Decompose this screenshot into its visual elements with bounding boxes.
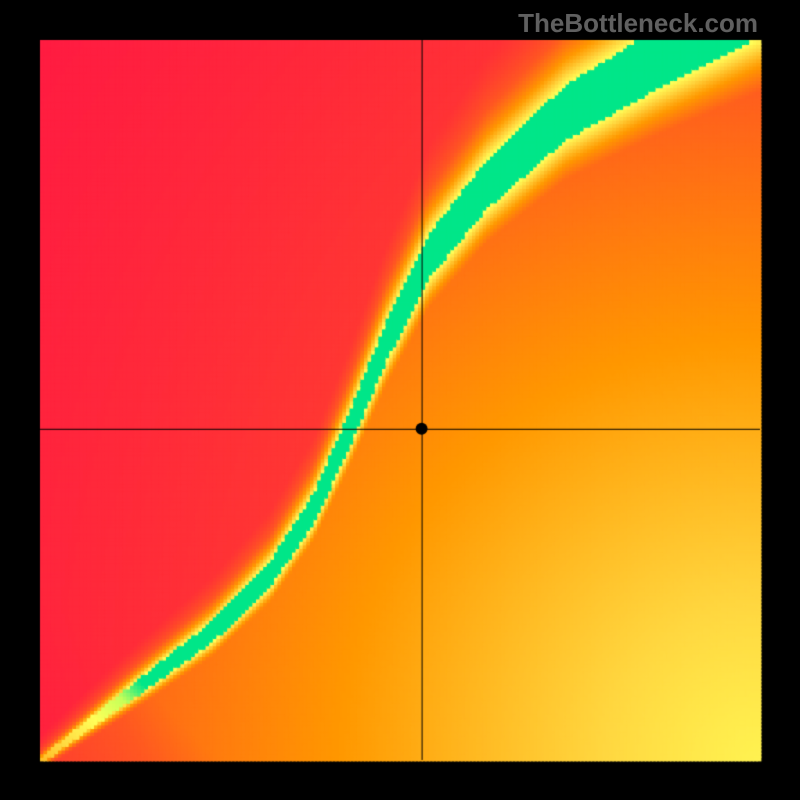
heatmap-canvas [0,0,800,800]
watermark-text: TheBottleneck.com [518,8,758,39]
chart-container: TheBottleneck.com [0,0,800,800]
